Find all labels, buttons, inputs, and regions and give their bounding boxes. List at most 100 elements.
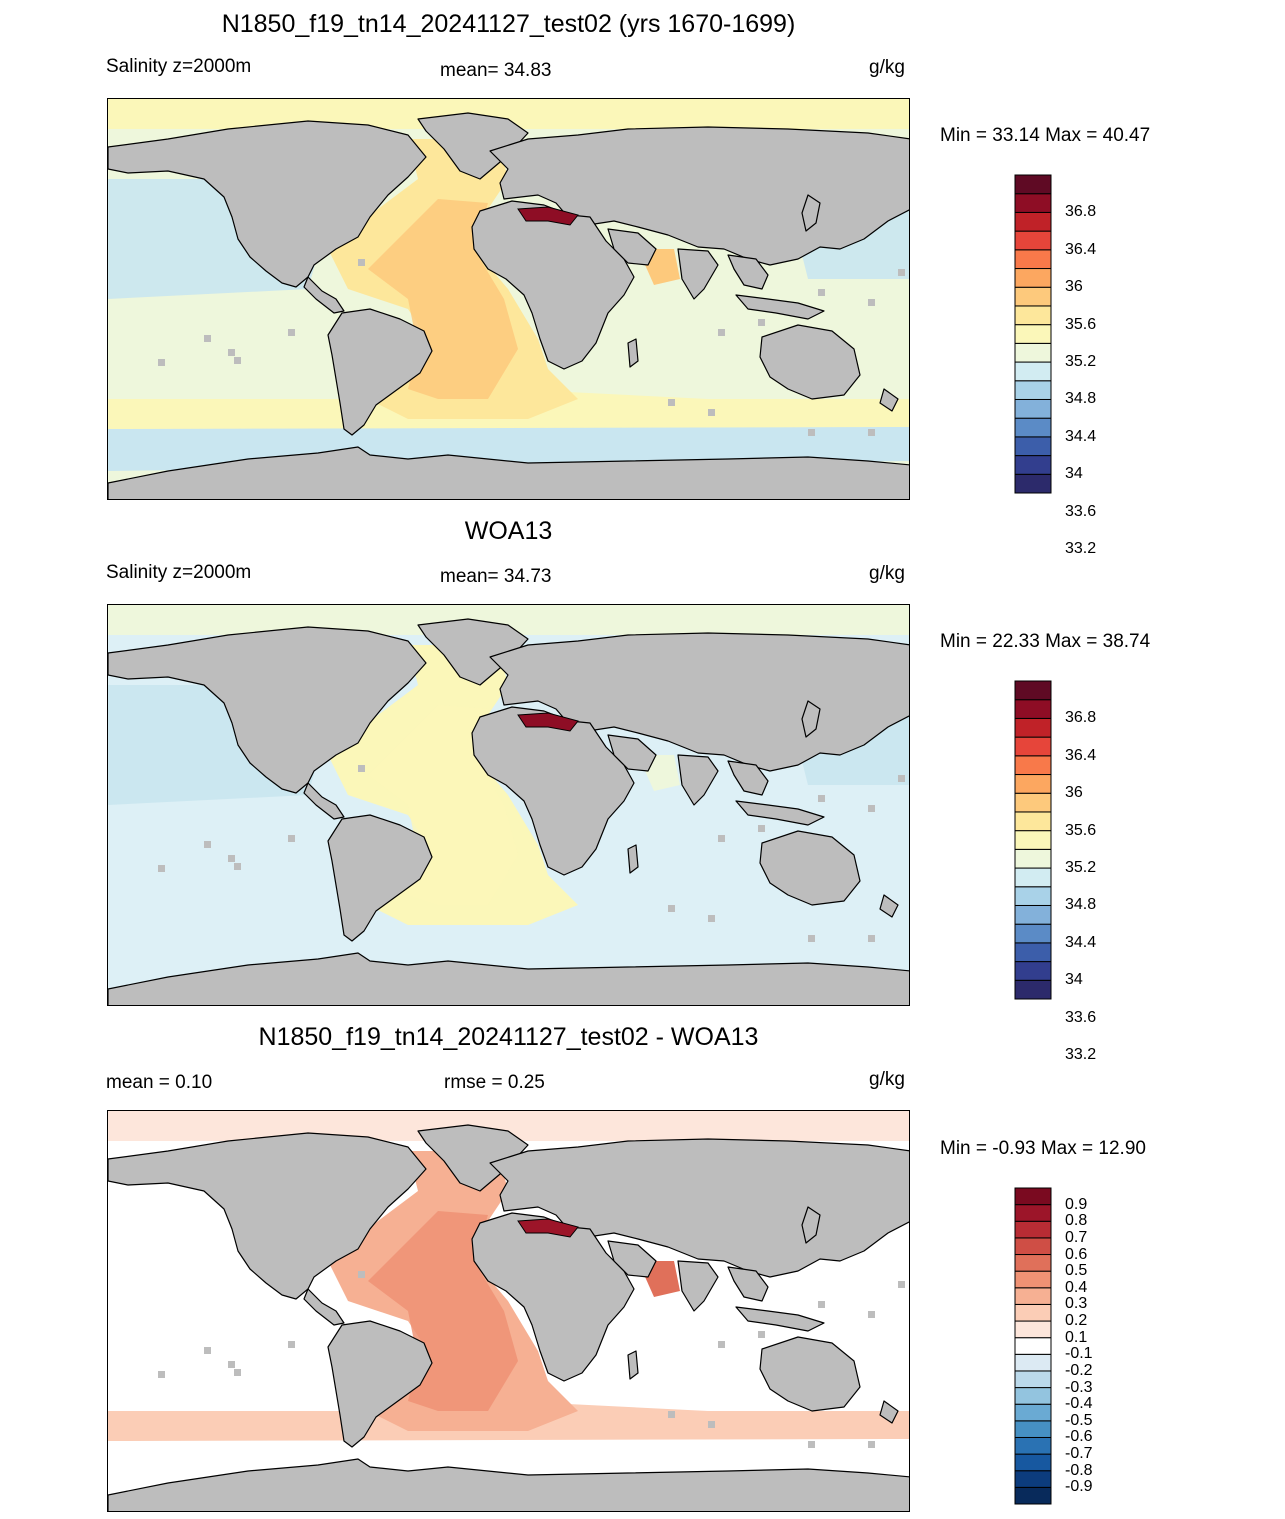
colorbar-swatch [1014,736,1052,757]
panel-3-title: N1850_f19_tn14_20241127_test02 - WOA13 [258,1023,759,1051]
antarctica-landmass [108,952,909,1005]
colorbar-swatch [1014,774,1052,794]
india-landmass [677,248,719,300]
land-mask-cell [204,841,211,848]
colorbar-tick-label: 36 [1065,278,1083,296]
colorbar-swatch [1014,811,1052,832]
colorbar-tick-label: -0.4 [1065,1395,1093,1413]
indonesia-landmass [735,800,825,826]
colorbar-swatch [1014,1303,1052,1322]
land-mask-cell [158,865,165,872]
colorbar-swatch [1014,961,1052,981]
colorbar-swatch [1014,1370,1052,1389]
colorbar-swatch [1014,1287,1052,1305]
madagascar-landmass [627,1350,639,1380]
land-mask-cell [868,805,875,812]
africa-landmass [471,200,635,370]
atlantic-core-field [368,199,518,399]
land-mask-cell [708,1421,715,1428]
land-mask-cell [158,359,165,366]
colorbar-tick-label: -0.8 [1065,1461,1093,1479]
panel-2-mean-label: mean= 34.73 [440,566,552,587]
land-mask-cell [818,289,825,296]
colorbar-swatch [1014,473,1052,494]
central-america-landmass [303,276,345,314]
colorbar-swatch [1014,211,1052,232]
land-mask-cell [668,905,675,912]
colorbar-swatch [1014,680,1052,701]
land-mask-cell [758,825,765,832]
panel-1-map [107,98,910,500]
land-mask-cell [234,357,241,364]
land-mask-cell [358,1271,365,1278]
colorbar-tick-label: 0.2 [1065,1312,1088,1330]
land-mask-cell [288,835,295,842]
panel-1-map-canvas [108,99,909,499]
colorbar-swatch [1014,904,1052,925]
greenland-landmass [417,1124,529,1192]
se-asia-landmass [727,760,769,796]
colorbar-tick-label: 35.6 [1065,315,1097,333]
colorbar-tick-label: 34.8 [1065,390,1097,408]
land-mask-cell [668,399,675,406]
panel-3-rmse-label: rmse = 0.25 [444,1072,545,1093]
colorbar-swatch [1014,1420,1052,1438]
land-mask-cell [898,775,905,782]
africa-landmass [471,1212,635,1382]
panel-3-map-canvas [108,1111,909,1511]
colorbar-swatch [1014,286,1052,307]
north-america-landmass [108,120,427,288]
colorbar-tick-label: -0.2 [1065,1361,1093,1379]
colorbar-swatch [1014,230,1052,251]
colorbar-swatch [1014,268,1052,288]
colorbar-svg [1014,174,1052,494]
land-mask-cell [758,319,765,326]
colorbar-svg [1014,680,1052,1000]
colorbar-tick-label: 35.2 [1065,353,1097,371]
antarctica-landmass [108,1458,909,1511]
india-landmass [677,1260,719,1312]
panel-3-colorbar [1014,1187,1052,1505]
new-zealand-landmass [879,388,899,412]
colorbar-tick-label: 36 [1065,784,1083,802]
land-mask-cell [204,1347,211,1354]
colorbar-swatch [1014,455,1052,475]
colorbar-swatch [1014,1254,1052,1272]
panel-2-min-max: Min = 22.33 Max = 38.74 [940,631,1151,652]
new-zealand-landmass [879,1400,899,1424]
colorbar-swatch [1014,436,1052,457]
panel-2-variable-label: Salinity z=2000m [106,562,252,583]
land-mask-cell [868,1311,875,1318]
south-america-landmass [327,308,433,436]
arabia-landmass [607,1240,657,1278]
colorbar-tick-label: 0.8 [1065,1212,1088,1230]
colorbar-tick-label: 35.2 [1065,859,1097,877]
land-mask-cell [358,765,365,772]
panel-2-title: WOA13 [464,517,553,545]
australia-landmass [759,324,861,400]
colorbar-swatch [1014,193,1052,213]
land-mask-cell [708,409,715,416]
land-mask-cell [708,915,715,922]
colorbar-swatch [1014,1220,1052,1239]
panel-2-units-label: g/kg [869,563,905,584]
colorbar-tick-label: 36.4 [1065,240,1097,258]
se-asia-landmass [727,254,769,290]
colorbar-tick-label: 34.8 [1065,896,1097,914]
colorbar-tick-label: 36.4 [1065,746,1097,764]
colorbar-swatch [1014,848,1052,869]
japan-landmass [801,700,821,738]
central-america-landmass [303,1288,345,1326]
indonesia-landmass [735,294,825,320]
colorbar-swatch [1014,942,1052,963]
colorbar-swatch [1014,398,1052,419]
colorbar-tick-label: 34.4 [1065,427,1097,445]
panel-3-units-label: g/kg [869,1069,905,1090]
land-mask-cell [204,335,211,342]
se-asia-landmass [727,1266,769,1302]
panel-2-map [107,604,910,1006]
colorbar-svg [1014,1187,1052,1505]
panel-3-min-max: Min = -0.93 Max = 12.90 [940,1138,1146,1159]
colorbar-swatch [1014,305,1052,326]
land-mask-cell [758,1331,765,1338]
